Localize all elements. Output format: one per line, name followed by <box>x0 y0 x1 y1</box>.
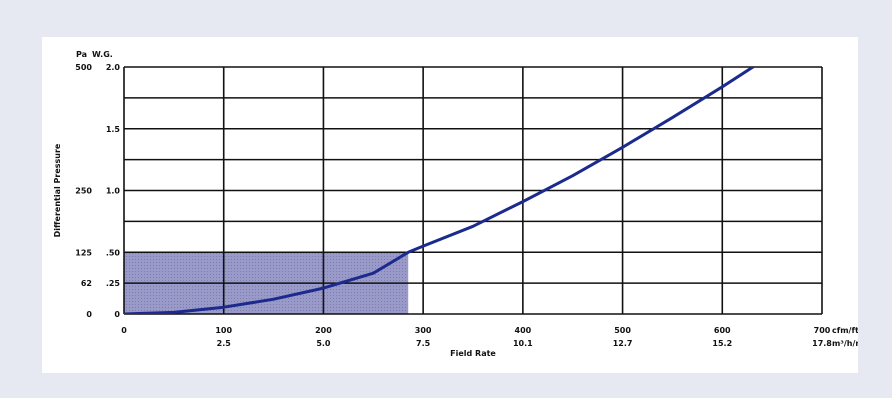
x-tick-label-top: 400 <box>515 326 532 335</box>
x-unit-top: cfm/ft² <box>832 326 858 335</box>
y-tick-label-inner: .25 <box>106 279 121 288</box>
y-tick-label-inner: 0 <box>114 310 120 319</box>
y-tick-label-inner: 1.5 <box>106 125 121 134</box>
x-tick-label-bottom: 12.7 <box>613 339 633 348</box>
y-tick-label-outer: 250 <box>75 187 92 196</box>
x-tick-label-bottom: 17.8 <box>812 339 832 348</box>
y-tick-label-outer: 500 <box>75 63 92 72</box>
x-tick-label-top: 300 <box>415 326 432 335</box>
x-tick-label-bottom: 15.2 <box>712 339 732 348</box>
x-tick-label-top: 100 <box>215 326 232 335</box>
x-tick-label-bottom: 7.5 <box>416 339 431 348</box>
x-tick-label-bottom: 2.5 <box>217 339 232 348</box>
y-tick-label-inner: .50 <box>106 248 121 257</box>
x-tick-label-top: 600 <box>714 326 731 335</box>
chart: 0 100 200 300 400 500 600 700 2.5 5.0 7.5 10.1 12.7 1… <box>53 50 858 358</box>
y-unit-outer: Pa <box>76 50 87 59</box>
x-unit-bottom: m³/h/m² <box>832 339 858 348</box>
x-axis-title: Field Rate <box>450 349 496 358</box>
x-tick-label-top: 0 <box>121 326 127 335</box>
x-tick-label-top: 700 <box>814 326 831 335</box>
y-tick-label-outer: 0 <box>86 310 92 319</box>
y-tick-label-inner: 1.0 <box>106 187 121 196</box>
x-tick-label-bottom: 5.0 <box>316 339 331 348</box>
y-axis-title: Differential Pressure <box>53 143 62 237</box>
chart-panel: 0 100 200 300 400 500 600 700 2.5 5.0 7.5 10.1 12.7 1… <box>42 37 858 373</box>
x-tick-label-bottom: 10.1 <box>513 339 533 348</box>
y-tick-label-outer: 62 <box>81 279 92 288</box>
y-tick-label-outer: 125 <box>75 248 92 257</box>
y-unit-inner: W.G. <box>92 50 113 59</box>
y-tick-label-inner: 2.0 <box>106 63 121 72</box>
x-tick-label-top: 200 <box>315 326 332 335</box>
x-tick-label-top: 500 <box>614 326 631 335</box>
